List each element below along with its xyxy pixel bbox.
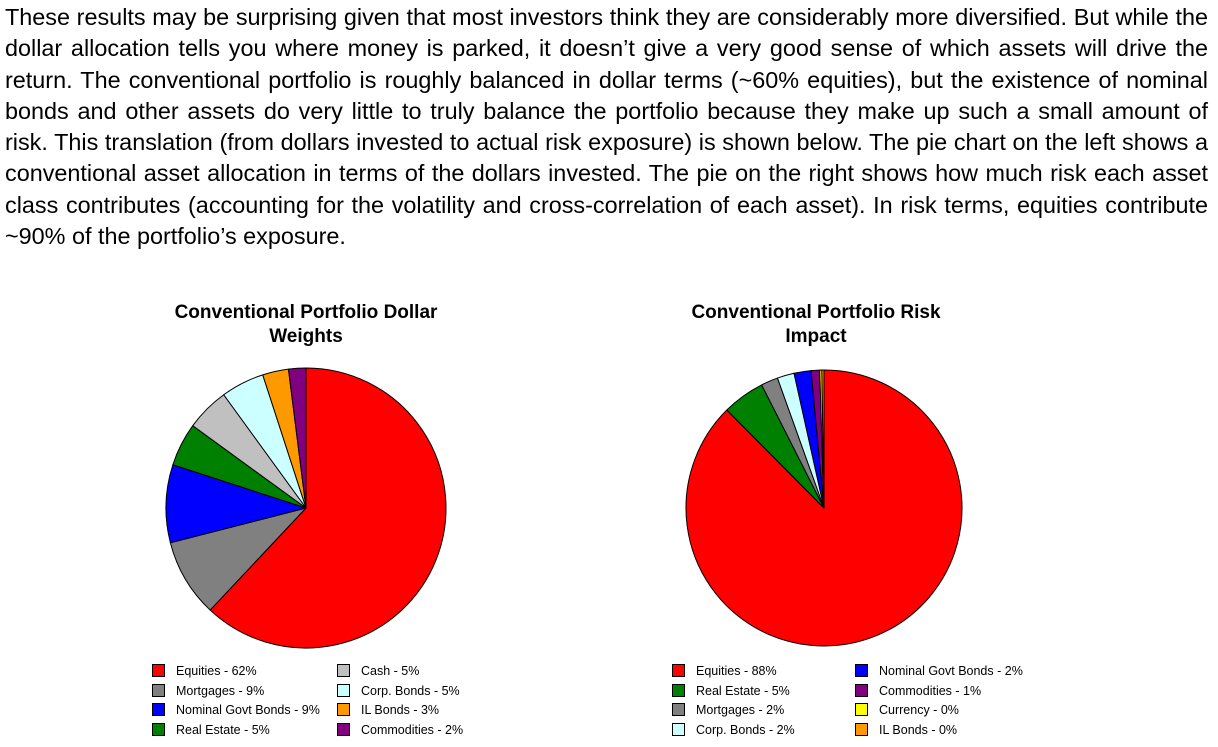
legend-item: Mortgages - 9%: [152, 682, 320, 702]
legend-label: Commodities - 2%: [361, 722, 464, 737]
risk-impact-chart: Conventional Portfolio Risk Impact Equit…: [520, 300, 1080, 747]
legend-column: Equities - 62% Mortgages - 9% Nominal Govt…: [152, 662, 320, 740]
legend-column: Cash - 5% Corp. Bonds - 5% IL Bonds - 3% Co…: [337, 662, 463, 740]
legend-swatch: [672, 664, 685, 677]
paragraph-line: truly balance the portfolio because they…: [5, 97, 1208, 156]
legend-item: Real Estate - 5%: [672, 682, 795, 702]
chart-title-line: Conventional Portfolio Dollar: [174, 302, 438, 323]
legend-item: Corp. Bonds - 2%: [672, 721, 795, 741]
dollar-weights-chart: Conventional Portfolio Dollar Weights Eq…: [0, 300, 560, 747]
paragraph-line: diversified. But while the dollar alloca…: [5, 4, 1209, 62]
legend-label: Nominal Govt Bonds - 2%: [879, 664, 1023, 678]
legend-label: Mortgages - 9%: [176, 683, 265, 698]
legend-item: Commodities - 1%: [855, 682, 1023, 702]
legend-swatch: [337, 703, 350, 716]
legend-label: Commodities - 1%: [879, 683, 982, 698]
legend-item: Real Estate - 5%: [152, 721, 320, 741]
chart-title-line: Impact: [785, 326, 847, 347]
legend-item: Nominal Govt Bonds - 9%: [152, 701, 320, 721]
legend-swatch: [855, 664, 868, 677]
pie-slice-il-bonds: [821, 369, 825, 509]
chart-title: Conventional Portfolio Risk Impact: [520, 301, 1112, 349]
paragraph-line: In risk terms, equities contribute ~90% …: [5, 191, 1208, 250]
legend-swatch: [152, 664, 165, 677]
legend-item: Corp. Bonds - 5%: [337, 682, 463, 702]
legend-item: IL Bonds - 0%: [855, 721, 1023, 741]
risk-impact-pie: [685, 369, 963, 647]
chart-title-line: Weights: [269, 326, 343, 347]
body-paragraph: These results may be surprising given th…: [5, 2, 1208, 252]
legend-column: Equities - 88% Real Estate - 5% Mortgages …: [672, 662, 795, 740]
legend-swatch: [855, 722, 868, 736]
legend-label: Equities - 88%: [696, 664, 777, 678]
legend-label: Currency - 0%: [879, 703, 959, 717]
pie-slice-nominal-govt-bonds: [165, 464, 307, 544]
paragraph-line: conventional asset allocation in terms o…: [5, 160, 1043, 187]
pie-slice-commodities: [287, 367, 307, 509]
legend-item: Cash - 5%: [337, 662, 463, 682]
legend-swatch: [337, 664, 350, 677]
legend-item: IL Bonds - 3%: [337, 701, 463, 721]
legend-label: Cash - 5%: [361, 664, 420, 678]
chart-title-line: Conventional Portfolio Risk: [691, 302, 941, 323]
legend-label: Nominal Govt Bonds - 9%: [176, 703, 320, 717]
legend-label: Corp. Bonds - 2%: [696, 722, 795, 737]
legend-swatch: [337, 722, 350, 736]
legend-swatch: [152, 722, 165, 736]
legend-swatch: [337, 683, 350, 697]
dollar-weights-pie: [165, 367, 447, 649]
legend-item: Nominal Govt Bonds - 2%: [855, 662, 1023, 682]
chart-title: Conventional Portfolio Dollar Weights: [0, 301, 612, 349]
legend-swatch: [855, 683, 868, 697]
paragraph-line: These results may be surprising given th…: [5, 4, 949, 30]
pie-slice-equities: [209, 367, 447, 649]
legend-label: Equities - 62%: [176, 664, 257, 678]
legend-label: Real Estate - 5%: [696, 683, 790, 698]
legend-swatch: [672, 703, 685, 716]
legend-item: Mortgages - 2%: [672, 701, 795, 721]
legend-item: Commodities - 2%: [337, 721, 463, 741]
paragraph-line: dollars invested to actual risk exposure…: [280, 129, 1208, 156]
legend-swatch: [672, 722, 685, 736]
paragraph-line: good sense of which assets will drive th…: [5, 35, 1209, 93]
paragraph-line: risk each asset class contributes (accou…: [5, 160, 1209, 218]
legend-item: Currency - 0%: [855, 701, 1023, 721]
pie-slice-mortgages: [169, 507, 307, 611]
legend-item: Equities - 88%: [672, 662, 795, 682]
legend-label: IL Bonds - 3%: [361, 703, 440, 717]
legend-label: IL Bonds - 0%: [879, 722, 958, 737]
legend-swatch: [152, 703, 165, 716]
paragraph-line: dollar terms (~60% equities), but the ex…: [5, 66, 1209, 124]
legend-column: Nominal Govt Bonds - 2% Commodities - 1% C…: [855, 662, 1023, 740]
legend-item: Equities - 62%: [152, 662, 320, 682]
legend-swatch: [152, 683, 165, 697]
legend-swatch: [855, 703, 868, 716]
legend-swatch: [672, 683, 685, 697]
legend-label: Mortgages - 2%: [696, 703, 785, 717]
legend-label: Real Estate - 5%: [176, 722, 270, 737]
legend-label: Corp. Bonds - 5%: [361, 683, 460, 698]
